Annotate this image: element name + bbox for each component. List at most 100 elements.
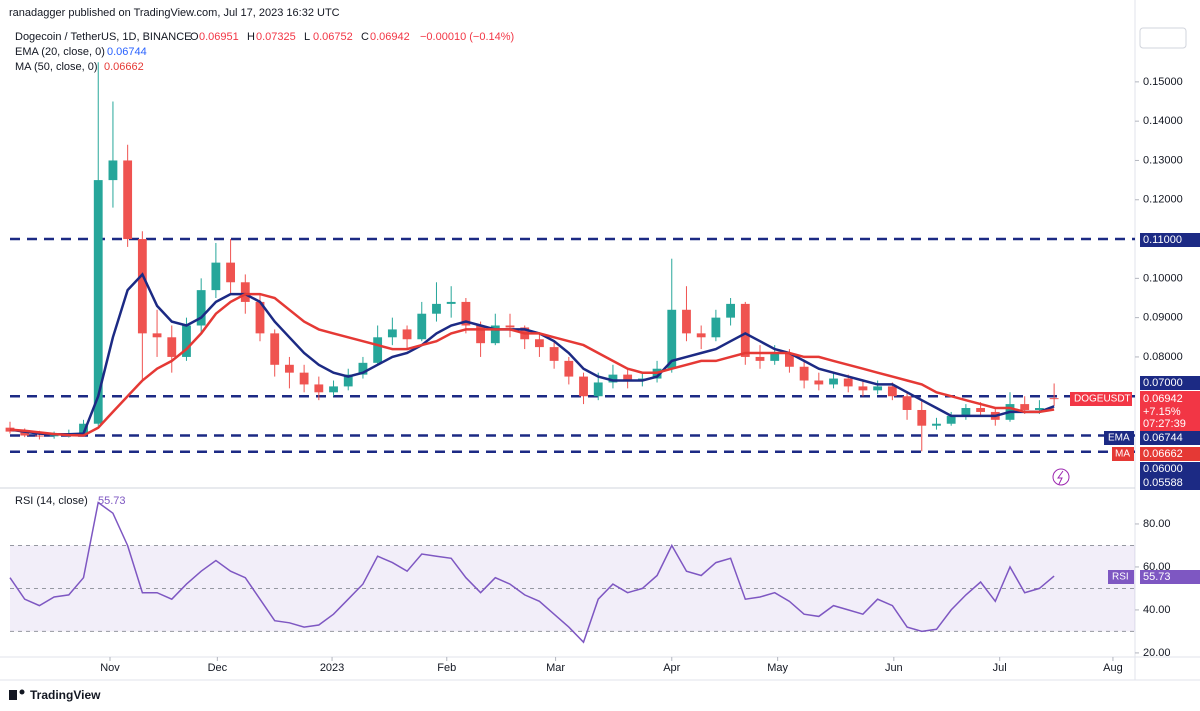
candle-body [843,378,853,387]
rsi-value: 55.73 [98,495,126,507]
candle-body [696,333,706,338]
ohlc-value: 0.06951 [199,31,239,43]
candle-body [255,301,265,334]
candle-body [402,329,412,340]
candle-body [902,396,912,410]
alert-bolt [1057,470,1064,485]
ema-tag-bg [1140,431,1200,445]
hline-label-bg [1140,462,1200,476]
candle-body [152,333,162,338]
candle-body [240,282,250,302]
candle-body [564,360,574,377]
candle-body [387,329,397,338]
candle-body [461,301,471,326]
candle-body [1035,408,1044,410]
candle-body [799,366,809,381]
candle-body [270,333,280,365]
candle-body [373,337,383,363]
candle-body [593,382,603,397]
ohlc-key: O [190,31,199,43]
footer-brand: TradingView [30,688,101,702]
price-tag-countdown: 07:27:39 [1143,418,1186,430]
x-tick-label: 2023 [320,662,344,674]
rsi-name: RSI [1112,572,1129,583]
hline-label-bg [1140,476,1200,490]
ema-value: 0.06744 [107,46,147,58]
candle-body [285,364,294,373]
ohlc-key: C [361,31,369,43]
x-tick-label: Nov [100,662,120,674]
rsi-tag-bg [1140,570,1200,584]
candle-body [682,309,691,334]
candle-body [123,160,133,240]
ohlc-value: 0.06752 [313,31,353,43]
candle-body [446,301,456,304]
ema-name: EMA [1108,433,1130,444]
ma-tag-bg [1140,447,1200,461]
candle-body [93,180,103,424]
rsi-legend: RSI (14, close) [15,495,88,507]
candle-body [932,423,941,426]
candle-body [20,431,30,436]
candle-body [196,290,206,326]
candle-body [873,386,883,391]
candle-body [79,423,88,434]
candle-body [976,408,985,412]
y-tick-label: 0.08000 [1143,351,1183,363]
change: −0.00010 (−0.14%) [420,31,514,43]
symbol: Dogecoin / TetherUS, 1D, BINANCE [15,31,191,43]
candle-body [182,325,191,357]
candle-body [917,409,927,426]
price-tag-change: +7.15% [1143,406,1181,418]
candle-body [755,356,765,361]
footer-logo: TradingView [9,688,101,702]
y-tick-label: 0.14000 [1143,115,1183,127]
candle-body [505,325,515,328]
candle-body [35,435,44,437]
settings-button[interactable] [1139,27,1187,49]
candle-body [1049,398,1059,400]
candle-body [667,309,677,369]
ohlc-value: 0.07325 [256,31,296,43]
y-tick-label: 80.00 [1143,518,1171,530]
y-tick-label: 0.12000 [1143,194,1183,206]
ma-name: MA [1115,449,1130,460]
candle-body [226,262,235,283]
candle-body [417,313,427,340]
candle-body [108,160,118,181]
y-tick-label: 0.15000 [1143,76,1183,88]
hline-label-bg [1140,233,1200,247]
candle-body [167,337,177,357]
hline-label-bg [1140,376,1200,390]
alert-icon[interactable] [1052,468,1070,486]
candle-body [490,325,500,344]
x-tick-label: Jun [885,662,903,674]
ema-name-bg [1104,431,1134,445]
x-tick-label: May [767,662,788,674]
x-tick-label: Jul [993,662,1007,674]
hline-label: 0.06000 [1143,463,1183,475]
indicator-line [9,272,1055,436]
y-tick-label: 0.13000 [1143,154,1183,166]
candle-body [137,239,147,334]
candle-body [299,372,309,385]
candle-body [608,374,618,383]
indicator-line [9,292,1055,437]
symbol-tag: DOGEUSDT [1074,394,1131,405]
x-tick-label: Dec [208,662,228,674]
candle-body [211,262,221,291]
hline-label: 0.11000 [1143,234,1182,246]
ema-tag: 0.06744 [1143,432,1183,444]
ma-name-bg [1112,447,1134,461]
ma-value: 0.06662 [104,61,144,73]
candle-body [858,386,868,391]
price-tag-bg [1140,391,1200,431]
candle-body [623,374,633,381]
candle-body [887,386,897,397]
candle-body [740,303,750,357]
candle-body [329,386,338,393]
ema-legend: EMA (20, close, 0) [15,46,105,58]
hline-label: 0.07000 [1143,377,1183,389]
